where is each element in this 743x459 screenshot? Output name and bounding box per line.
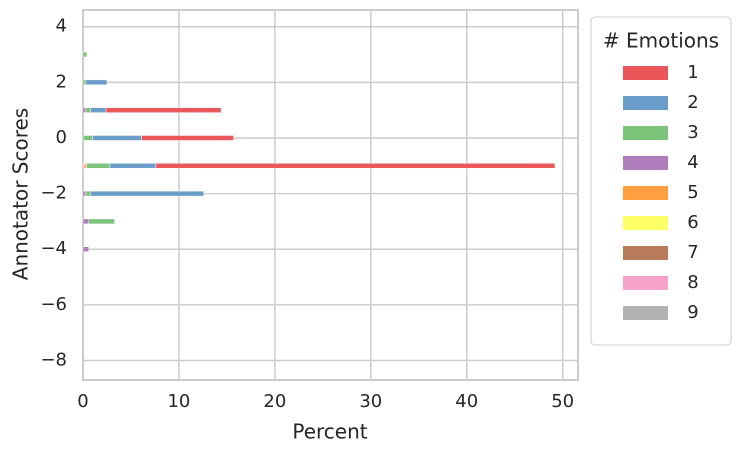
bar-segment — [85, 107, 91, 113]
legend-label: 7 — [687, 242, 698, 263]
x-tick-label: 20 — [263, 391, 286, 412]
legend-label: 8 — [687, 272, 698, 293]
bar-segment — [82, 107, 87, 113]
legend-label: 1 — [687, 62, 698, 83]
legend-swatch — [623, 126, 668, 140]
legend-label: 2 — [687, 92, 698, 113]
y-tick-label: −4 — [40, 238, 67, 259]
bar-segment — [82, 190, 87, 197]
legend-swatch — [623, 246, 668, 260]
y-tick-label: 0 — [56, 127, 67, 148]
legend-swatch — [623, 156, 668, 170]
x-tick-label: 0 — [77, 391, 88, 412]
bar-segment — [141, 135, 234, 141]
y-tick-label: −6 — [40, 294, 67, 315]
legend-swatch — [623, 96, 668, 110]
y-tick-label: 4 — [56, 16, 67, 37]
legend-label: 9 — [687, 302, 698, 323]
x-axis-label: Percent — [292, 420, 367, 444]
x-tick-label: 10 — [167, 391, 190, 412]
bar-segment — [92, 135, 142, 141]
bar-segment — [85, 190, 91, 197]
bar-segment — [86, 163, 111, 169]
x-tick-label: 50 — [551, 391, 574, 412]
bar-segment — [82, 79, 87, 86]
bar-segment — [82, 218, 90, 225]
y-tick-label: 2 — [56, 71, 67, 92]
y-axis-label: Annotator Scores — [9, 108, 33, 280]
x-tick-label: 40 — [455, 391, 478, 412]
bar-segment — [84, 163, 88, 169]
legend-label: 3 — [687, 122, 698, 143]
x-tick-label: 30 — [359, 391, 382, 412]
bar-segment — [82, 163, 86, 169]
y-tick-label: −2 — [40, 183, 67, 204]
bar-segment — [82, 246, 90, 252]
legend-swatch — [623, 66, 668, 80]
legend-swatch — [623, 216, 668, 230]
legend-swatch — [623, 186, 668, 200]
bar-segment — [109, 163, 157, 169]
legend-label: 5 — [687, 182, 698, 203]
legend-label: 6 — [687, 212, 698, 233]
bar-segment — [85, 79, 108, 86]
y-tick-label: −8 — [40, 350, 67, 371]
bar-segment — [88, 218, 115, 225]
legend-swatch — [623, 276, 668, 290]
bar-segment — [155, 163, 556, 169]
bar-segment — [82, 135, 93, 141]
bar-segment — [90, 190, 205, 197]
legend-swatch — [623, 306, 668, 320]
bar-segment — [90, 107, 107, 113]
bar-segment — [82, 51, 88, 58]
legend-title: # Emotions — [603, 29, 719, 53]
bar-segment — [105, 107, 222, 113]
legend-label: 4 — [687, 152, 698, 173]
